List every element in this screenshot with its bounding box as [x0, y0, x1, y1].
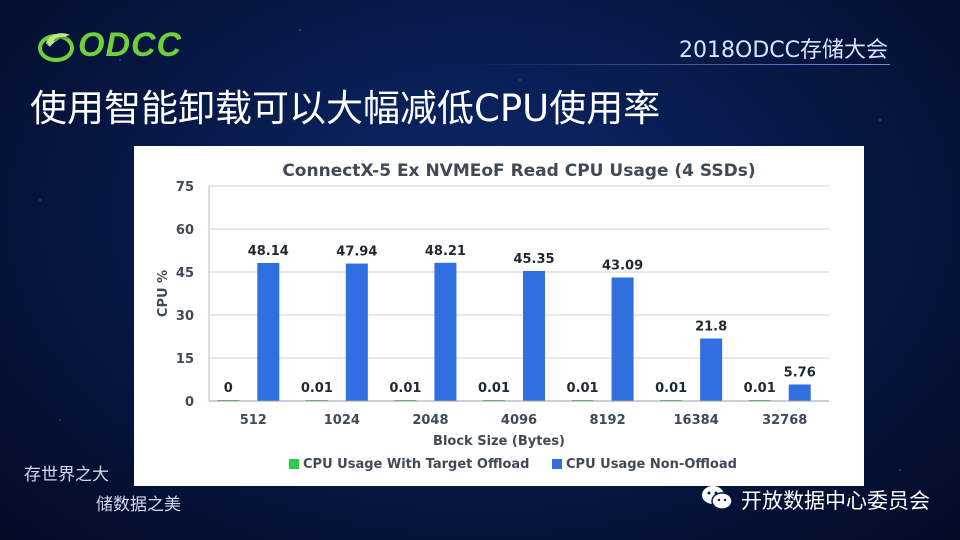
wechat-icon	[701, 484, 733, 516]
x-tick-label: 1024	[324, 413, 360, 428]
x-tick-label: 512	[240, 413, 267, 428]
odcc-logo: ODCC	[36, 26, 182, 65]
data-label: 21.8	[695, 320, 727, 335]
data-label: 0.01	[478, 381, 510, 396]
chart-title: ConnectX-5 Ex NVMEoF Read CPU Usage (4 S…	[282, 161, 755, 181]
data-label: 48.21	[425, 244, 466, 259]
data-label: 0.01	[567, 381, 599, 396]
event-title: 2018ODCC存储大会	[679, 38, 888, 63]
y-tick-label: 30	[176, 309, 194, 324]
bar-non-offload	[611, 277, 634, 401]
x-axis-label: Block Size (Bytes)	[433, 434, 565, 449]
header-divider	[470, 64, 890, 65]
wechat-account: 开放数据中心委员会	[701, 484, 930, 516]
legend-swatch	[552, 459, 562, 469]
data-label: 48.14	[248, 244, 289, 259]
y-axis-label: CPU %	[156, 270, 171, 317]
bar-non-offload	[345, 263, 368, 401]
data-label: 47.94	[336, 245, 377, 260]
y-tick-label: 45	[176, 266, 194, 281]
slogan-line-1: 存世界之大	[24, 465, 109, 485]
legend-label: CPU Usage With Target Offload	[303, 457, 529, 472]
data-label: 5.76	[784, 365, 816, 380]
data-label: 43.09	[602, 258, 643, 273]
x-tick-label: 32768	[762, 413, 807, 428]
slide-title: 使用智能卸载可以大幅减低CPU使用率	[30, 87, 661, 130]
legend-label: CPU Usage Non-Offload	[566, 457, 737, 472]
legend-swatch	[289, 459, 299, 469]
bar-non-offload	[788, 384, 811, 401]
chart-panel: ConnectX-5 Ex NVMEoF Read CPU Usage (4 S…	[134, 146, 864, 486]
x-tick-label: 16384	[674, 413, 719, 428]
leaf-globe-icon	[36, 29, 76, 63]
data-label: 0.01	[744, 381, 776, 396]
x-tick-label: 8192	[589, 413, 625, 428]
bar-non-offload	[434, 262, 457, 401]
bar-non-offload	[257, 262, 280, 401]
bar-chart: ConnectX-5 Ex NVMEoF Read CPU Usage (4 S…	[156, 161, 829, 472]
y-tick-label: 0	[185, 395, 194, 410]
y-tick-label: 60	[176, 223, 194, 238]
logo-text: ODCC	[78, 26, 183, 64]
bar-non-offload	[523, 270, 545, 401]
bar-non-offload	[700, 338, 723, 401]
slogan-line-2: 储数据之美	[96, 495, 181, 515]
data-label: 0.01	[389, 381, 421, 396]
data-label: 0	[224, 381, 233, 396]
data-label: 0.01	[655, 381, 687, 396]
data-label: 45.35	[513, 252, 554, 267]
y-tick-label: 75	[176, 180, 194, 195]
wechat-account-name: 开放数据中心委员会	[741, 489, 930, 513]
y-tick-label: 15	[176, 352, 194, 367]
data-label: 0.01	[301, 381, 333, 396]
x-tick-label: 2048	[412, 413, 448, 428]
x-tick-label: 4096	[501, 413, 537, 428]
